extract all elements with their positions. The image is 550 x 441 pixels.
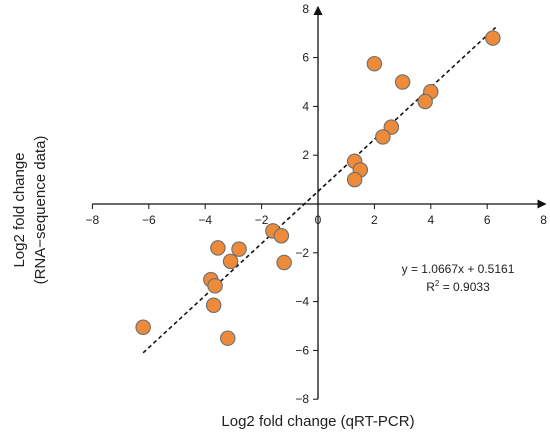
- data-point: [366, 55, 383, 72]
- data-point: [394, 74, 411, 90]
- data-point: [205, 297, 222, 314]
- data-points: [135, 30, 501, 346]
- data-point: [417, 93, 433, 110]
- x-tick-label: 4: [427, 213, 434, 227]
- axis-ticks: −8 −6 −4 −2 0 2 4 6 8 −8 −6 −4 −2 2 4 6 8: [86, 2, 548, 406]
- x-tick-label: 8: [540, 213, 547, 227]
- axes: [92, 5, 547, 400]
- data-point: [346, 171, 363, 188]
- data-point: [485, 30, 501, 46]
- x-tick-label: −8: [86, 213, 100, 227]
- x-tick-label: 2: [371, 213, 378, 227]
- y-tick-label: 2: [302, 148, 309, 162]
- x-tick-label: −6: [142, 213, 156, 227]
- data-point: [207, 277, 223, 294]
- data-point: [231, 241, 247, 257]
- data-point: [375, 129, 391, 145]
- y-tick-label: 6: [302, 51, 309, 65]
- y-tick-label: −4: [295, 295, 309, 309]
- data-point: [210, 240, 226, 256]
- y-axis-title: Log2 fold change (RNA−sequence data): [11, 136, 49, 285]
- x-axis-title: Log2 fold change (qRT-PCR): [221, 413, 414, 430]
- y-tick-label: 4: [302, 99, 309, 113]
- y-tick-label: −6: [295, 343, 309, 357]
- trendline-group: [142, 26, 497, 354]
- x-tick-label: 6: [484, 213, 491, 227]
- data-point: [222, 253, 239, 270]
- y-tick-label: −8: [295, 392, 309, 406]
- data-point: [135, 319, 151, 335]
- x-tick-label: 0: [315, 213, 322, 227]
- y-tick-label: 8: [302, 2, 309, 16]
- regression-equation: y = 1.0667x + 0.5161: [402, 262, 515, 276]
- r-squared-label: R2 = 0.9033: [426, 279, 490, 294]
- data-point: [276, 254, 292, 271]
- x-tick-label: −4: [198, 213, 212, 227]
- data-point: [273, 227, 290, 244]
- trendline: [142, 26, 497, 354]
- x-tick-label: −2: [255, 213, 269, 227]
- y-tick-label: −2: [295, 246, 309, 260]
- data-point: [220, 330, 236, 346]
- data-point: [383, 119, 400, 135]
